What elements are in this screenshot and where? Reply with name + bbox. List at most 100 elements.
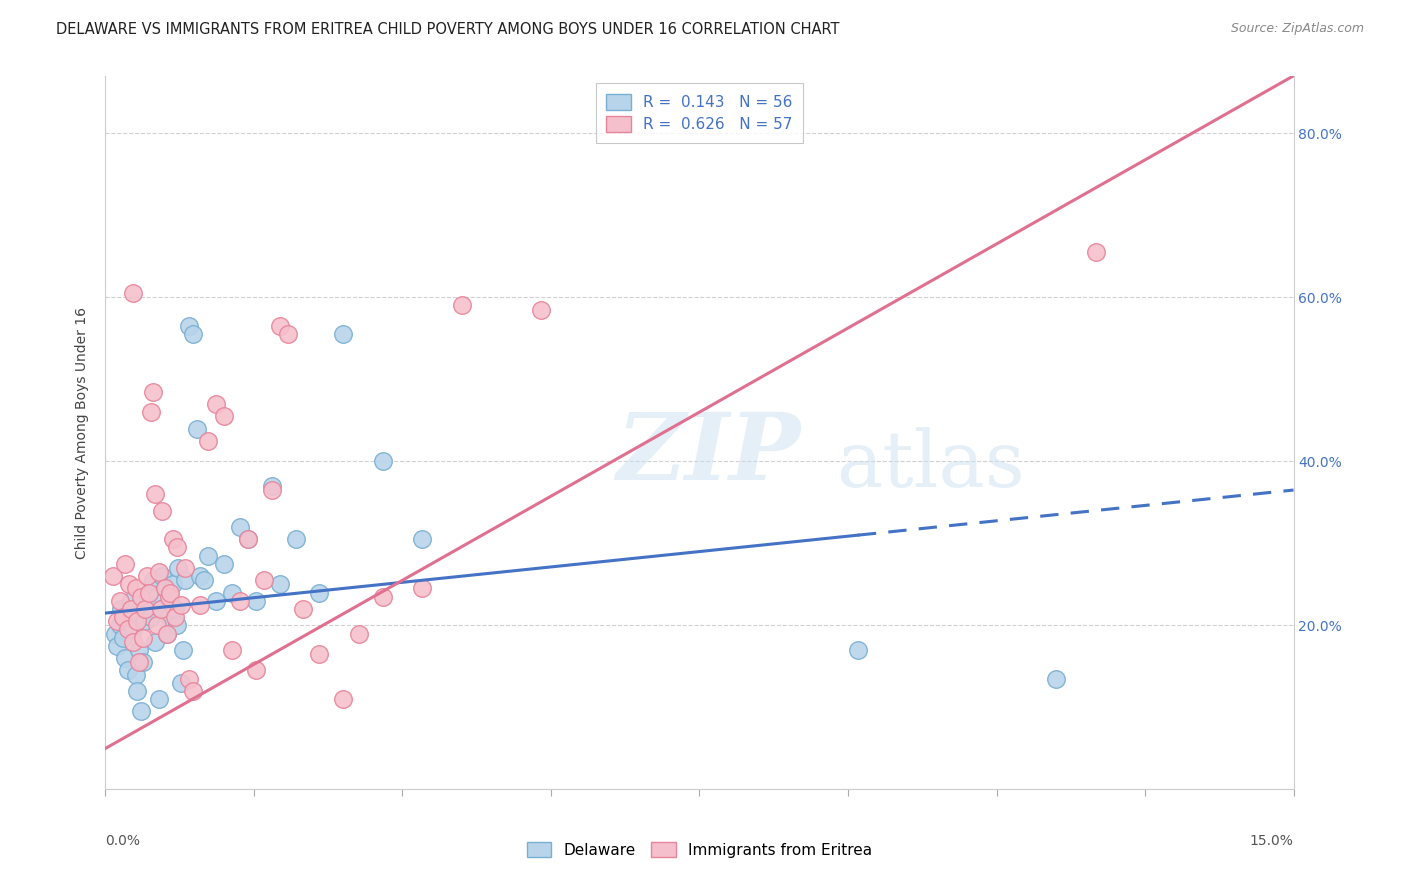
Text: Source: ZipAtlas.com: Source: ZipAtlas.com bbox=[1230, 22, 1364, 36]
Point bbox=[172, 643, 194, 657]
Text: atlas: atlas bbox=[837, 427, 1025, 502]
Point bbox=[205, 397, 228, 411]
Point bbox=[127, 684, 149, 698]
Point bbox=[148, 565, 170, 579]
Point bbox=[108, 618, 131, 632]
Point bbox=[347, 626, 370, 640]
Point bbox=[146, 590, 169, 604]
Point bbox=[132, 655, 155, 669]
Point bbox=[132, 631, 155, 645]
Point bbox=[105, 639, 128, 653]
Text: 0.0%: 0.0% bbox=[105, 834, 141, 848]
Point bbox=[152, 569, 174, 583]
Point bbox=[165, 610, 187, 624]
Point bbox=[157, 610, 180, 624]
Point bbox=[165, 602, 187, 616]
Point bbox=[190, 598, 212, 612]
Point bbox=[214, 409, 236, 424]
Point bbox=[153, 582, 176, 596]
Point bbox=[1084, 245, 1107, 260]
Point bbox=[148, 692, 170, 706]
Point bbox=[141, 610, 163, 624]
Point bbox=[181, 684, 204, 698]
Point bbox=[138, 585, 160, 599]
Point bbox=[110, 602, 132, 616]
Point bbox=[269, 577, 291, 591]
Point bbox=[173, 574, 195, 588]
Point bbox=[308, 585, 330, 599]
Point bbox=[157, 590, 180, 604]
Point bbox=[190, 569, 212, 583]
Point bbox=[229, 594, 252, 608]
Point bbox=[128, 643, 150, 657]
Point bbox=[236, 533, 259, 547]
Point bbox=[229, 520, 252, 534]
Y-axis label: Child Poverty Among Boys Under 16: Child Poverty Among Boys Under 16 bbox=[76, 307, 90, 558]
Point bbox=[142, 574, 165, 588]
Point bbox=[162, 533, 184, 547]
Point bbox=[269, 318, 291, 333]
Point bbox=[122, 634, 145, 648]
Point bbox=[411, 533, 433, 547]
Point bbox=[117, 623, 139, 637]
Point bbox=[143, 634, 166, 648]
Point bbox=[166, 618, 188, 632]
Text: 15.0%: 15.0% bbox=[1250, 834, 1294, 848]
Point bbox=[221, 585, 243, 599]
Point bbox=[260, 479, 283, 493]
Legend: Delaware, Immigrants from Eritrea: Delaware, Immigrants from Eritrea bbox=[520, 836, 879, 863]
Point bbox=[149, 602, 172, 616]
Point bbox=[193, 574, 215, 588]
Point bbox=[245, 664, 267, 678]
Text: ZIP: ZIP bbox=[616, 409, 800, 499]
Point bbox=[170, 598, 193, 612]
Point bbox=[332, 327, 354, 342]
Point bbox=[236, 533, 259, 547]
Point bbox=[128, 655, 150, 669]
Point bbox=[124, 582, 146, 596]
Point bbox=[411, 582, 433, 596]
Point bbox=[156, 626, 179, 640]
Point bbox=[166, 541, 188, 555]
Point bbox=[530, 302, 553, 317]
Point bbox=[120, 594, 142, 608]
Point bbox=[284, 533, 307, 547]
Point bbox=[450, 298, 472, 312]
Point bbox=[156, 626, 179, 640]
Point bbox=[134, 614, 156, 628]
Point bbox=[117, 664, 139, 678]
Point bbox=[197, 434, 219, 448]
Point bbox=[170, 675, 193, 690]
Point bbox=[173, 561, 195, 575]
Point bbox=[105, 614, 128, 628]
Point bbox=[141, 405, 163, 419]
Point bbox=[177, 672, 200, 686]
Point bbox=[159, 585, 181, 599]
Point bbox=[197, 549, 219, 563]
Point bbox=[181, 327, 204, 342]
Point bbox=[162, 577, 184, 591]
Point bbox=[134, 602, 156, 616]
Point bbox=[292, 602, 315, 616]
Point bbox=[111, 610, 134, 624]
Point bbox=[152, 503, 174, 517]
Point bbox=[371, 590, 394, 604]
Point bbox=[371, 454, 394, 468]
Point bbox=[122, 623, 145, 637]
Point bbox=[127, 614, 149, 628]
Point bbox=[159, 594, 181, 608]
Point bbox=[332, 692, 354, 706]
Point bbox=[167, 561, 190, 575]
Point bbox=[142, 384, 165, 399]
Point bbox=[114, 651, 136, 665]
Point bbox=[177, 318, 200, 333]
Point bbox=[186, 421, 208, 435]
Point bbox=[108, 594, 131, 608]
Point bbox=[1045, 672, 1067, 686]
Point bbox=[205, 594, 228, 608]
Point bbox=[277, 327, 299, 342]
Point bbox=[308, 647, 330, 661]
Point bbox=[118, 577, 141, 591]
Point bbox=[260, 483, 283, 497]
Point bbox=[149, 602, 172, 616]
